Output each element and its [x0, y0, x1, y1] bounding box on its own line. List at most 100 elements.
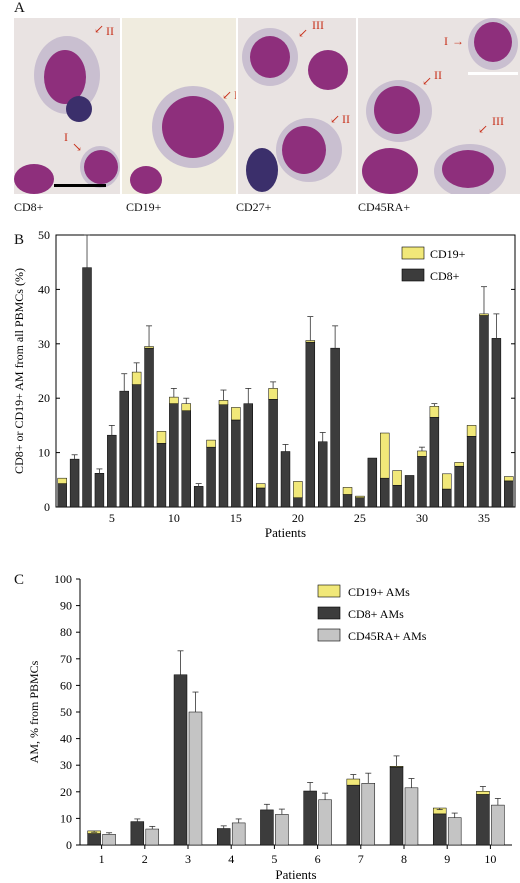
bar-cd19 — [479, 313, 489, 316]
x-tick-label: 5 — [271, 852, 277, 866]
bar-cd8 — [330, 347, 340, 508]
x-tick-label: 30 — [416, 511, 428, 525]
bar-cd8 — [206, 446, 216, 508]
bar-cd19 — [342, 487, 353, 495]
x-axis-label: Patients — [275, 867, 316, 882]
bar-cd8 — [389, 766, 404, 846]
bar-cd19 — [255, 483, 266, 489]
y-axis-label: AM, % from PBMCs — [27, 660, 41, 763]
bar-cd8 — [216, 828, 231, 846]
bar-cd19 — [380, 432, 390, 479]
y-tick-label: 30 — [38, 337, 50, 351]
y-tick-label: 10 — [60, 811, 72, 825]
bar-cd8 — [342, 494, 353, 508]
bar-cd8 — [404, 475, 415, 508]
y-tick-label: 10 — [38, 446, 50, 460]
x-tick-label: 2 — [142, 852, 148, 866]
panel-c-letter: C — [14, 572, 25, 588]
y-tick-label: 70 — [60, 652, 72, 666]
bar-cd45ra — [188, 711, 203, 846]
bar-cd19 — [454, 462, 464, 467]
bar-cd19 — [346, 778, 361, 786]
bar-cd45ra — [145, 828, 160, 846]
arrow-label-iii: III — [492, 114, 504, 128]
legend-label: CD19+ AMs — [348, 585, 410, 599]
scale-bar — [54, 184, 106, 187]
bar-cd8 — [87, 833, 101, 846]
arrow-label-i: I — [444, 34, 448, 48]
bar-cd8 — [280, 451, 291, 508]
bar-cd19 — [389, 766, 404, 768]
bar-cd8 — [305, 341, 316, 508]
bar-cd8 — [380, 477, 390, 508]
bar-cd19 — [466, 425, 477, 437]
panel-a-letter: A — [14, 0, 25, 16]
x-tick-label: 6 — [315, 852, 321, 866]
x-tick-label: 8 — [401, 852, 407, 866]
y-tick-label: 20 — [60, 785, 72, 799]
micrograph-cd27: III ↙ II ↙ — [238, 18, 356, 194]
caption-cd27: CD27+ — [236, 200, 272, 214]
legend-label: CD19+ — [430, 247, 466, 261]
arrow-label-ii: II — [234, 88, 236, 103]
bar-cd8 — [454, 465, 464, 508]
bar-cd8 — [94, 473, 105, 508]
arrow-label-ii: II — [434, 68, 442, 82]
y-tick-label: 40 — [60, 732, 72, 746]
x-tick-label: 10 — [168, 511, 180, 525]
bar-cd8 — [119, 390, 129, 508]
x-tick-label: 1 — [99, 852, 105, 866]
bar-cd8 — [392, 484, 402, 508]
bar-cd8 — [355, 497, 365, 508]
legend-swatch — [317, 628, 341, 642]
arrow-label-ii: II — [342, 112, 350, 126]
bar-cd8 — [231, 419, 241, 508]
bar-cd8 — [260, 809, 274, 846]
red-arrow-icon: ↙ — [330, 112, 341, 126]
bar-cd45ra — [275, 814, 289, 846]
bar-cd8 — [479, 315, 489, 508]
micrograph-cd45ra: I → II ↙ III ↙ — [358, 18, 520, 194]
x-tick-label: 20 — [292, 511, 304, 525]
bar-cd8 — [432, 813, 447, 846]
x-tick-label: 9 — [444, 852, 450, 866]
bar-cd8 — [367, 457, 378, 508]
x-tick-label: 25 — [354, 511, 366, 525]
x-tick-label: 10 — [484, 852, 496, 866]
arrow-label-ii: II — [106, 24, 114, 38]
bar-cd8 — [442, 488, 452, 508]
bar-cd45ra — [404, 787, 419, 846]
legend-label: CD8+ AMs — [348, 607, 404, 621]
x-tick-label: 5 — [109, 511, 115, 525]
legend-swatch — [317, 584, 341, 598]
red-arrow-icon: → — [452, 34, 464, 48]
y-axis-label: CD8+ or CD19+ AM from all PBMCs (%) — [12, 268, 26, 474]
arrow-label-i: I — [64, 130, 68, 144]
bar-cd19 — [293, 481, 303, 499]
bar-cd19 — [231, 407, 241, 421]
y-tick-label: 0 — [44, 500, 50, 514]
bar-cd19 — [305, 340, 316, 343]
bar-cd19 — [504, 476, 514, 482]
y-tick-label: 30 — [60, 758, 72, 772]
bar-cd8 — [82, 267, 92, 508]
bar-cd8 — [417, 456, 427, 508]
bar-cd45ra — [361, 783, 376, 846]
bar-cd19 — [429, 406, 440, 418]
bar-cd45ra — [447, 817, 462, 846]
bar-cd8 — [491, 338, 502, 508]
red-arrow-icon: ↙ — [94, 22, 105, 36]
legend-swatch — [317, 606, 341, 620]
legend-label: CD45RA+ AMs — [348, 629, 427, 643]
y-tick-label: 50 — [38, 228, 50, 242]
y-tick-label: 100 — [54, 572, 72, 586]
bar-cd8 — [268, 399, 278, 508]
bar-cd8 — [293, 497, 303, 508]
x-axis-label: Patients — [265, 525, 306, 540]
bar-cd8 — [169, 403, 179, 508]
y-tick-label: 80 — [60, 625, 72, 639]
caption-cd45ra: CD45RA+ — [358, 200, 411, 214]
x-tick-label: 3 — [185, 852, 191, 866]
x-tick-label: 7 — [358, 852, 364, 866]
bar-cd8 — [130, 821, 145, 846]
